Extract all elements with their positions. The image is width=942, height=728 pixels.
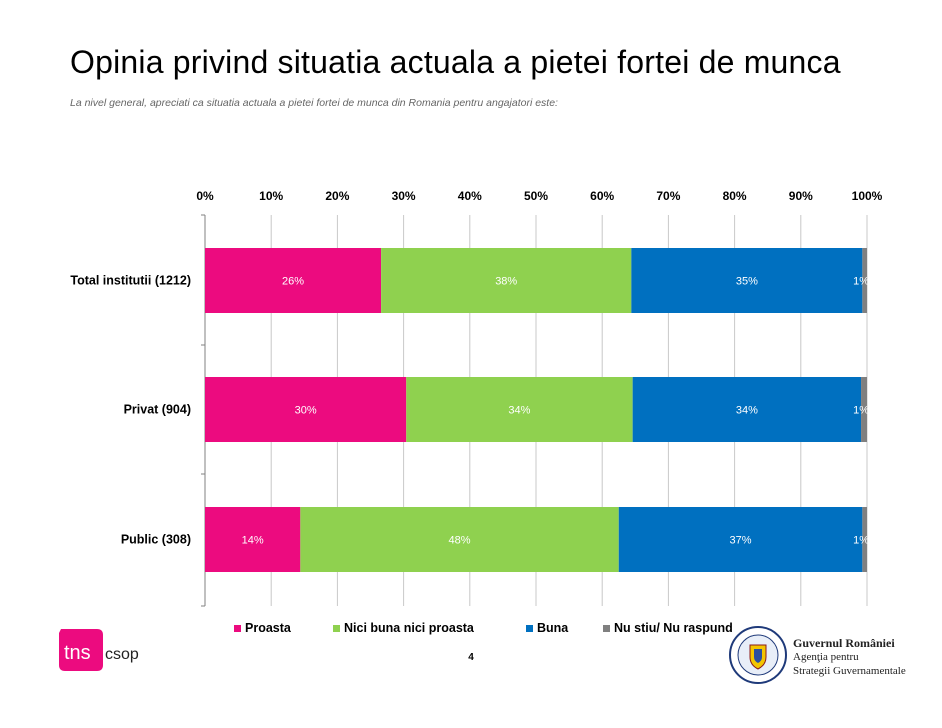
x-tick-label: 100% [852,189,883,203]
x-tick-label: 0% [196,189,214,203]
page-number: 4 [468,652,474,663]
legend-label: Nici buna nici proasta [344,621,475,635]
legend-label: Nu stiu/ Nu raspund [614,621,733,635]
bar-segment [205,507,301,572]
data-label: 1% [853,276,869,288]
x-tick-label: 60% [590,189,614,203]
data-label: 48% [449,535,471,547]
category-label: Public (308) [121,533,191,547]
bar-segment [205,248,382,313]
government-line1: Guvernul României [793,636,895,650]
x-tick-label: 20% [325,189,349,203]
bar-segment [300,507,619,572]
government-line2: Agenţia pentru [793,651,859,663]
government-text: Guvernul României Agenţia pentru Strateg… [793,636,906,678]
category-label: Privat (904) [124,403,191,417]
data-label: 30% [295,405,317,417]
x-tick-label: 90% [789,189,813,203]
legend-label: Buna [537,621,569,635]
page-subtitle: La nivel general, apreciati ca situatia … [70,97,558,109]
bar-segment [862,507,867,572]
bar-segment [861,377,867,442]
government-seal-icon [729,626,787,684]
data-label: 38% [495,276,517,288]
bar-segment [632,377,862,442]
page-title: Opinia privind situatia actuala a pietei… [70,44,841,80]
data-label: 35% [736,276,758,288]
legend-swatch [526,625,533,632]
bar-segment [205,377,407,442]
data-label: 1% [853,535,869,547]
logo-tns-text: tns [64,642,91,664]
legend-label: Proasta [245,621,292,635]
tns-csop-logo: tns csop [59,629,139,671]
data-label: 34% [736,405,758,417]
x-tick-label: 70% [656,189,680,203]
x-tick-label: 50% [524,189,548,203]
legend-swatch [234,625,241,632]
x-tick-label: 40% [458,189,482,203]
bar-segment [862,248,867,313]
data-label: 37% [730,535,752,547]
bar-segment [406,377,633,442]
legend-swatch [603,625,610,632]
x-tick-label: 80% [723,189,747,203]
government-line3: Strategii Guvernamentale [793,665,906,677]
bar-segment [381,248,632,313]
bar-segment [618,507,863,572]
data-label: 14% [242,535,264,547]
logo-csop-text: csop [105,646,139,663]
legend-swatch [333,625,340,632]
data-label: 26% [282,276,304,288]
x-tick-label: 10% [259,189,283,203]
data-label: 1% [853,405,869,417]
bar-segment [631,248,863,313]
x-tick-label: 30% [392,189,416,203]
data-label: 34% [508,405,530,417]
category-label: Total institutii (1212) [70,274,191,288]
